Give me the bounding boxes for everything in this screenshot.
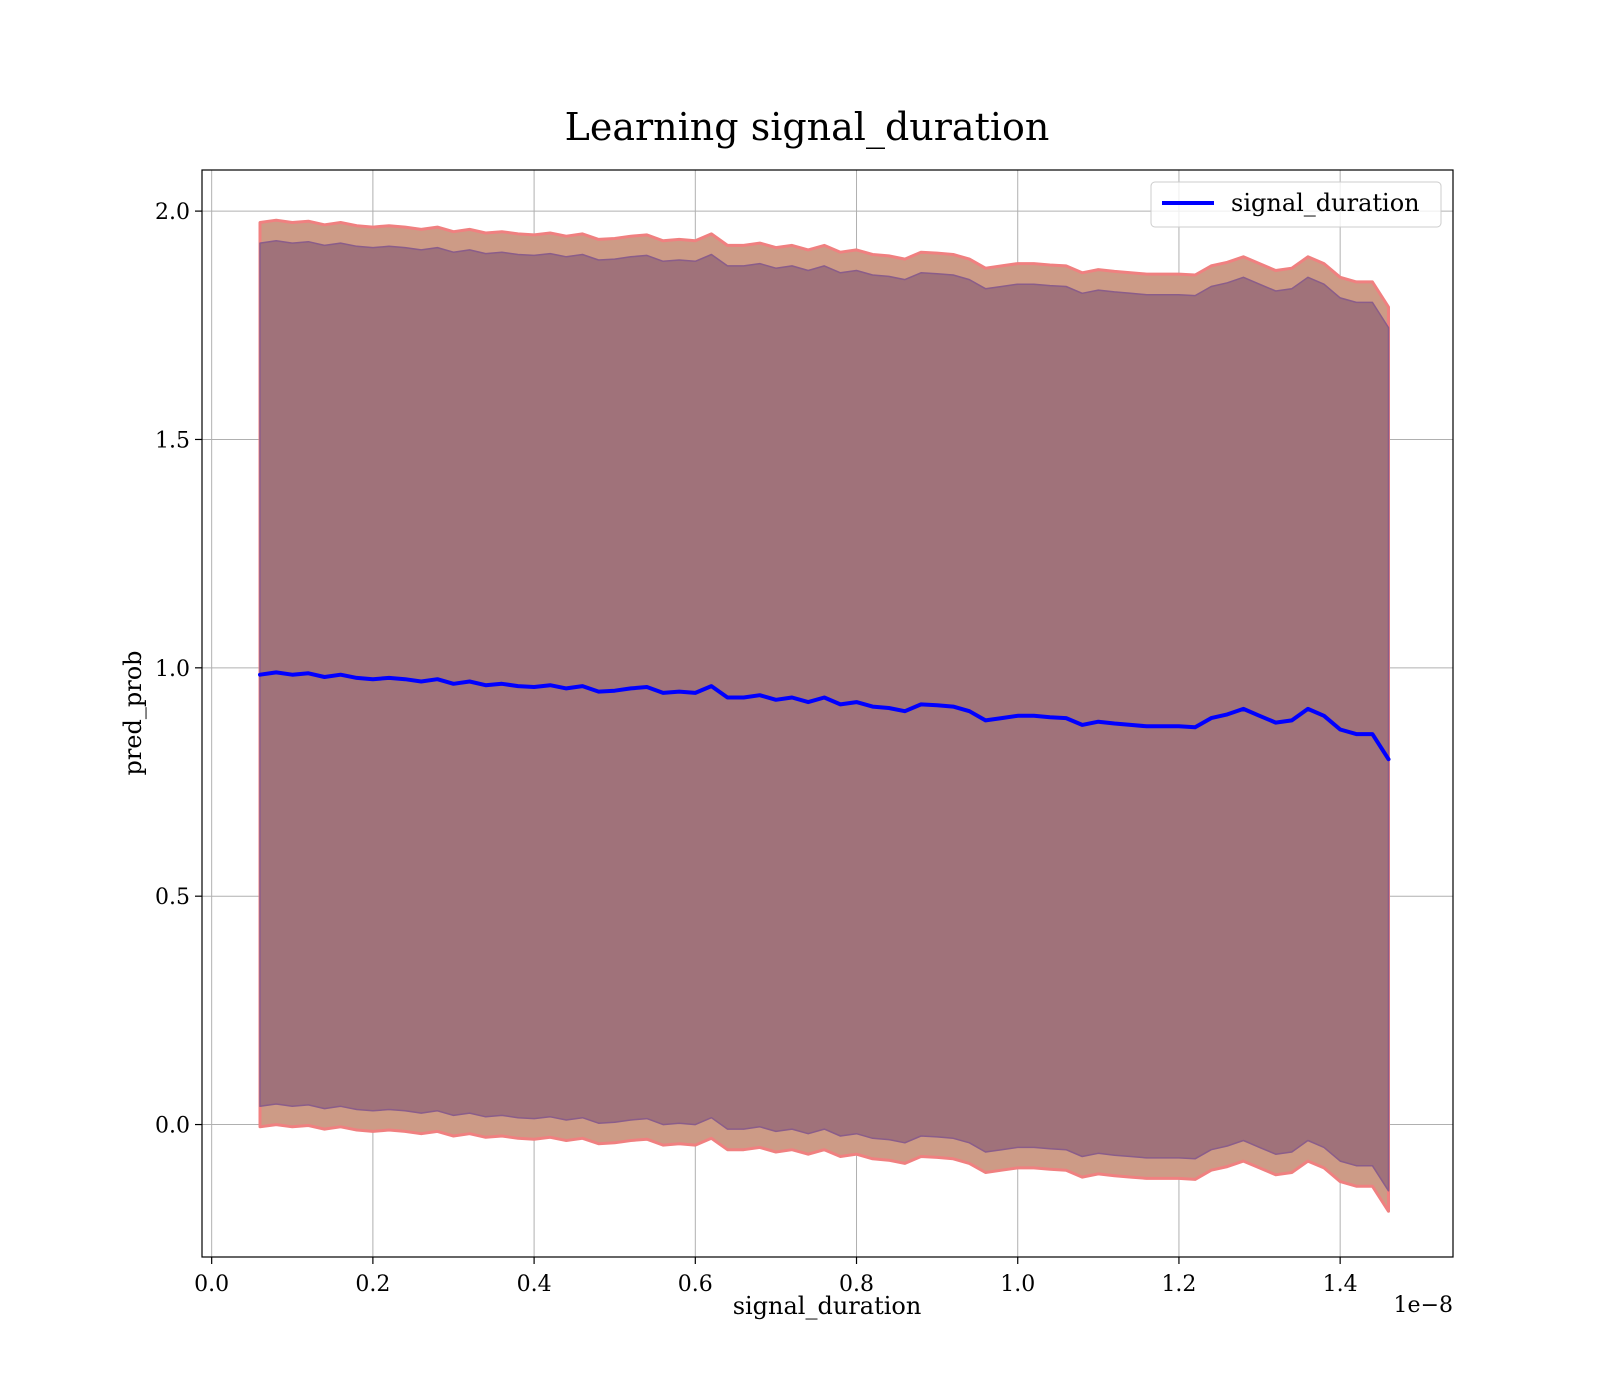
x-axis-label: signal_duration	[733, 1292, 922, 1320]
x-tick-label: 0.2	[355, 1272, 390, 1297]
legend: signal_duration	[1150, 181, 1442, 228]
x-tick-label: 0.8	[839, 1272, 874, 1297]
inner-confidence-band	[259, 240, 1390, 1192]
legend-box	[1150, 181, 1442, 228]
y-tick-label: 1.0	[155, 657, 190, 682]
x-tick-label: 0.6	[678, 1272, 713, 1297]
x-tick-label: 1.4	[1323, 1272, 1358, 1297]
x-tick-label: 0.4	[517, 1272, 552, 1297]
x-tick-label: 1.0	[1000, 1272, 1035, 1297]
x-tick-label: 0.0	[194, 1272, 229, 1297]
y-axis-label: pred_prob	[119, 650, 147, 775]
confidence-bands	[258, 218, 1390, 1213]
x-tick-label: 1.2	[1161, 1272, 1196, 1297]
legend-label: signal_duration	[1231, 189, 1420, 217]
y-tick-label: 0.5	[155, 885, 190, 910]
y-tick-label: 1.5	[155, 428, 190, 453]
y-tick-label: 2.0	[155, 200, 190, 225]
x-offset-text: 1e−8	[1394, 1293, 1453, 1318]
y-tick-label: 0.0	[155, 1114, 190, 1139]
series-layer	[258, 670, 1391, 762]
series-line-signal-duration	[258, 670, 1391, 762]
plot-frame	[201, 169, 1454, 1258]
chart-title: Learning signal_duration	[565, 105, 1050, 150]
tick-layer: 0.0 0.2 0.4 0.6 0.8 1.0 1.2 1.4 0.0 0.5 1.0 1.5 2.0	[155, 200, 1358, 1297]
